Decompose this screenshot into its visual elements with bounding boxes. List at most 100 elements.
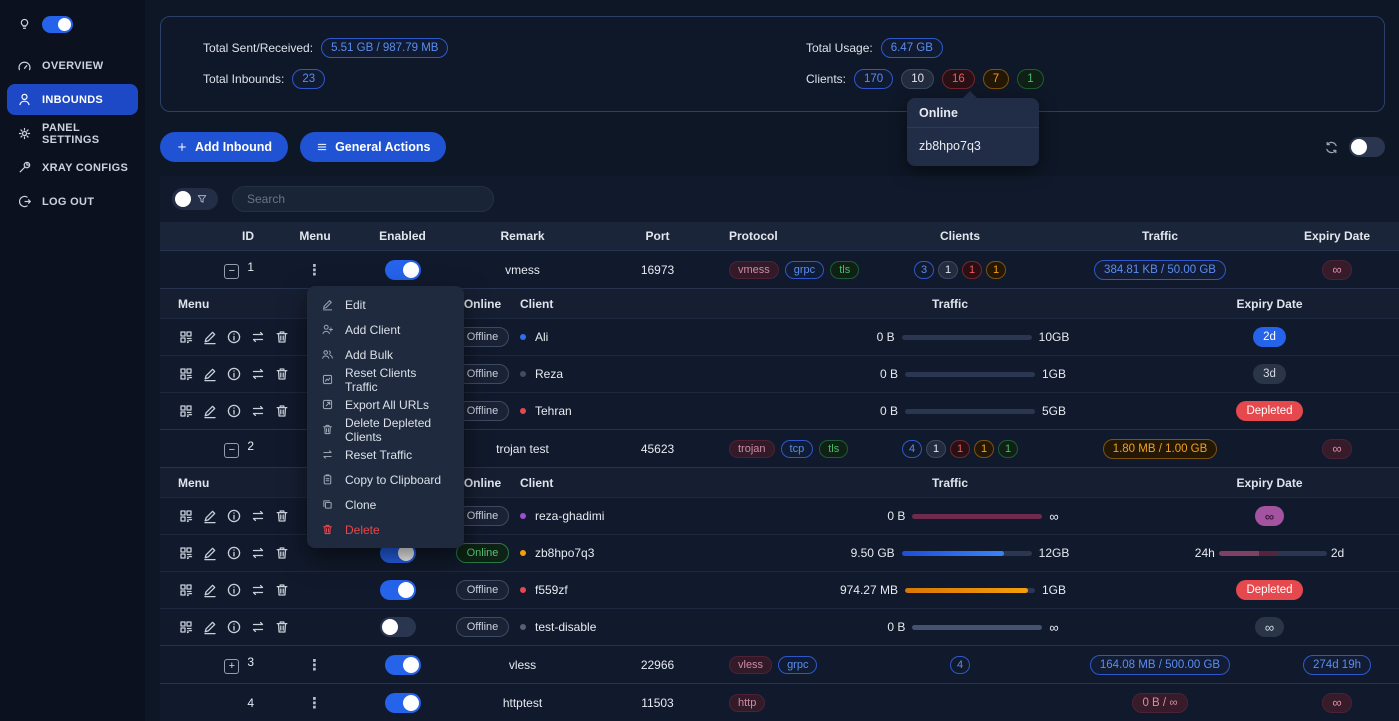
expand-icon[interactable]: + <box>224 658 240 674</box>
client-name: Tehran <box>535 404 572 418</box>
swap-icon[interactable] <box>250 619 266 635</box>
clients-count-red[interactable]: 16 <box>942 69 975 89</box>
trash-icon[interactable] <box>274 329 290 345</box>
clients-count-blue[interactable]: 170 <box>854 69 894 89</box>
pencil-icon[interactable] <box>202 403 218 419</box>
add-inbound-button[interactable]: Add Inbound <box>160 132 289 162</box>
pencil-icon[interactable] <box>202 582 218 598</box>
general-actions-button[interactable]: General Actions <box>300 132 447 162</box>
pencil-icon[interactable] <box>202 508 218 524</box>
row-menu-icon[interactable]: ⋮ <box>307 261 323 279</box>
info-icon[interactable] <box>226 508 242 524</box>
sidebar-item-overview[interactable]: OVERVIEW <box>7 50 138 81</box>
traffic-limit-value: ∞ <box>1049 619 1059 635</box>
pencil-icon[interactable] <box>202 366 218 382</box>
traffic-progress-bar <box>904 587 1035 593</box>
client-enabled-toggle[interactable] <box>379 580 416 600</box>
sidebar-item-log-out[interactable]: LOG OUT <box>7 186 138 217</box>
enabled-toggle[interactable] <box>384 692 421 713</box>
expiry-badge: Depleted <box>1236 580 1303 600</box>
qr-icon[interactable] <box>178 366 194 382</box>
info-icon[interactable] <box>226 619 242 635</box>
traffic-progress-bar <box>904 371 1035 377</box>
swap-icon[interactable] <box>250 366 266 382</box>
qr-icon[interactable] <box>178 545 194 561</box>
protocol-tag-trojan: trojan <box>729 439 775 458</box>
qr-icon[interactable] <box>178 508 194 524</box>
client-column-header: Online <box>463 296 502 311</box>
row-menu-icon[interactable]: ⋮ <box>307 656 323 674</box>
trash-icon[interactable] <box>274 403 290 419</box>
info-icon[interactable] <box>226 582 242 598</box>
wrench-icon <box>17 160 32 175</box>
search-input[interactable] <box>232 186 494 212</box>
client-column-header: Client <box>520 475 554 490</box>
enabled-toggle[interactable] <box>384 654 421 675</box>
swap-icon[interactable] <box>250 582 266 598</box>
inbound-traffic-cell: 164.08 MB / 500.00 GB <box>1045 654 1275 675</box>
sidebar-item-xray-configs[interactable]: XRAY CONFIGS <box>7 152 138 183</box>
context-menu-item-clone[interactable]: Clone <box>307 492 464 517</box>
context-menu-item-copy-to-clipboard[interactable]: Copy to Clipboard <box>307 467 464 492</box>
auto-refresh-toggle[interactable] <box>1349 137 1385 157</box>
clients-count-orange[interactable]: 7 <box>982 69 1010 89</box>
context-menu-item-reset-clients-traffic[interactable]: Reset Clients Traffic <box>307 366 464 394</box>
sidebar-item-panel-settings[interactable]: PANEL SETTINGS <box>7 118 138 149</box>
swap-icon[interactable] <box>250 403 266 419</box>
filter-switch[interactable] <box>172 188 218 210</box>
export-icon <box>321 398 334 411</box>
row-menu-icon[interactable]: ⋮ <box>307 694 323 712</box>
swap-icon[interactable] <box>250 508 266 524</box>
client-count-badge-gray: 1 <box>926 439 946 458</box>
context-menu-item-add-client[interactable]: Add Client <box>307 317 464 342</box>
info-icon[interactable] <box>226 366 242 382</box>
pencil-icon[interactable] <box>202 329 218 345</box>
sidebar-item-inbounds[interactable]: INBOUNDS <box>7 84 138 115</box>
info-icon[interactable] <box>226 329 242 345</box>
qr-icon[interactable] <box>178 619 194 635</box>
trash-icon[interactable] <box>274 619 290 635</box>
expiry-progress-bar <box>1218 550 1327 556</box>
client-column-header: Traffic <box>931 475 968 490</box>
swap-icon[interactable] <box>250 545 266 561</box>
qr-icon[interactable] <box>178 582 194 598</box>
client-enabled-toggle[interactable] <box>379 617 416 637</box>
trash-icon[interactable] <box>274 366 290 382</box>
trash-icon[interactable] <box>274 545 290 561</box>
client-traffic: 0 B ∞ <box>760 509 1140 524</box>
qr-icon[interactable] <box>178 329 194 345</box>
clients-counts: 170 10 16 7 1 <box>854 69 1044 89</box>
theme-toggle[interactable] <box>42 16 73 33</box>
stats-right: Total Usage: 6.47 GB Clients: 170 10 16 7 1 <box>806 38 1044 100</box>
collapse-icon[interactable]: − <box>224 442 240 458</box>
client-enabled-toggle[interactable] <box>379 543 416 563</box>
context-menu-item-delete-depleted-clients[interactable]: Delete Depleted Clients <box>307 416 464 444</box>
context-menu-item-delete[interactable]: Delete <box>307 517 464 542</box>
client-column-header: Client <box>520 296 554 311</box>
context-menu-item-reset-traffic[interactable]: Reset Traffic <box>307 442 464 467</box>
pencil-icon[interactable] <box>202 545 218 561</box>
clients-count-green[interactable]: 1 <box>1017 69 1044 89</box>
client-row: Online zb8hpo7q3 9.50 GB 12GB 24h 2d <box>160 534 1399 571</box>
trash-icon[interactable] <box>274 508 290 524</box>
pencil-icon[interactable] <box>202 619 218 635</box>
client-actions <box>160 619 350 635</box>
qr-icon[interactable] <box>178 403 194 419</box>
context-menu-item-add-bulk[interactable]: Add Bulk <box>307 342 464 367</box>
collapse-icon[interactable]: − <box>224 263 240 279</box>
trash-icon[interactable] <box>274 582 290 598</box>
info-icon[interactable] <box>226 545 242 561</box>
context-menu-item-export-all-urls[interactable]: Export All URLs <box>307 392 464 417</box>
enabled-toggle[interactable] <box>384 259 421 280</box>
expiry-cell: Depleted <box>1140 401 1399 421</box>
swap-icon[interactable] <box>250 329 266 345</box>
context-menu-item-edit[interactable]: Edit <box>307 292 464 317</box>
clients-count-gray[interactable]: 10 <box>901 69 934 89</box>
client-row: Offline f559zf 974.27 MB 1GB Depleted <box>160 571 1399 608</box>
client-row: Offline test-disable 0 B ∞ ∞ <box>160 608 1399 645</box>
refresh-icon[interactable] <box>1324 140 1339 155</box>
client-count-badge-blue: 4 <box>950 655 970 674</box>
inbound-traffic-cell: 1.80 MB / 1.00 GB <box>1045 438 1275 459</box>
info-icon[interactable] <box>226 403 242 419</box>
